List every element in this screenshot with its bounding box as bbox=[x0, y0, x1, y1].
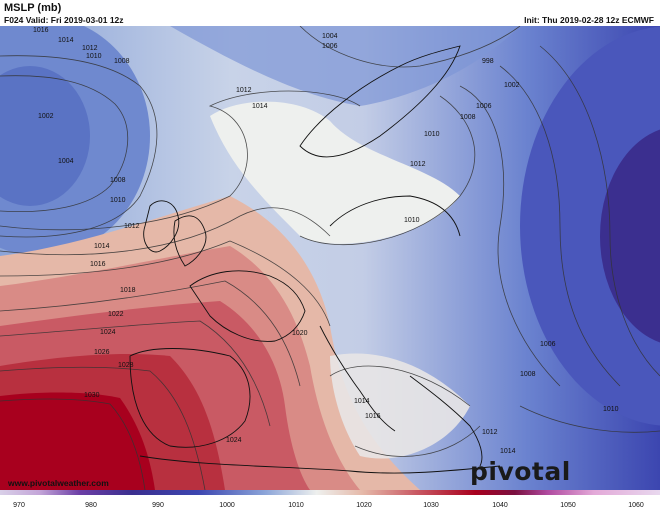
isobar-label: 1026 bbox=[94, 349, 110, 356]
isobar-label: 1008 bbox=[460, 114, 476, 121]
pressure-field: 1016 1014 1012 1010 1008 1002 1004 1008 … bbox=[0, 26, 660, 490]
colorbar-tick: 990 bbox=[152, 502, 164, 509]
map-header: MSLP (mb) F024 Valid: Fri 2019-03-01 12z… bbox=[0, 0, 660, 26]
isobar-label: 1010 bbox=[110, 197, 126, 204]
isobar-label: 1006 bbox=[540, 341, 556, 348]
isobar-label: 1008 bbox=[520, 371, 536, 378]
colorbar-tick: 1020 bbox=[356, 502, 372, 509]
isobar-label: 1006 bbox=[322, 43, 338, 50]
isobar-label: 1010 bbox=[404, 217, 420, 224]
isobar-label: 1012 bbox=[236, 87, 252, 94]
isobar-lines bbox=[0, 26, 660, 490]
colorbar-tick: 1010 bbox=[288, 502, 304, 509]
isobar-label: 1018 bbox=[120, 287, 136, 294]
isobar-label: 1014 bbox=[354, 398, 370, 405]
isobar-label: 1006 bbox=[476, 103, 492, 110]
isobar-label: 1012 bbox=[482, 429, 498, 436]
isobar-label: 1016 bbox=[90, 261, 106, 268]
isobar-label: 1010 bbox=[86, 53, 102, 60]
russian-low bbox=[520, 26, 660, 426]
colorbar-graphic: 970 980 990 1000 1010 1020 1030 1040 105… bbox=[0, 490, 660, 509]
isobar-label: 1028 bbox=[118, 362, 134, 369]
colorbar-tick: 980 bbox=[85, 502, 97, 509]
colorbar-tick: 1000 bbox=[219, 502, 235, 509]
isobar-labels: 1016 1014 1012 1010 1008 1002 1004 1008 … bbox=[33, 27, 619, 455]
site-credit: www.pivotalweather.com bbox=[8, 478, 109, 488]
init-time: Init: Thu 2019-02-28 12z ECMWF bbox=[524, 15, 654, 25]
isobar-label: 998 bbox=[482, 58, 494, 65]
pressure-map: 1016 1014 1012 1010 1008 1002 1004 1008 … bbox=[0, 26, 660, 490]
isobar-label: 1014 bbox=[500, 448, 516, 455]
map-title: MSLP (mb) bbox=[4, 2, 62, 14]
isobar-label: 1030 bbox=[84, 392, 100, 399]
isobar-label: 1008 bbox=[110, 177, 126, 184]
isobar-label: 1014 bbox=[58, 37, 74, 44]
isobar-label: 1024 bbox=[226, 437, 242, 444]
isobar-label: 1008 bbox=[114, 58, 130, 65]
isobar-label: 1012 bbox=[82, 45, 98, 52]
isobar-label: 1024 bbox=[100, 329, 116, 336]
isobar-label: 1016 bbox=[365, 413, 381, 420]
colorbar-tick: 1040 bbox=[492, 502, 508, 509]
isobar-label: 1012 bbox=[124, 223, 140, 230]
isobar-label: 1004 bbox=[58, 158, 74, 165]
colorbar: 970 980 990 1000 1010 1020 1030 1040 105… bbox=[0, 490, 660, 510]
isobar-label: 1010 bbox=[603, 406, 619, 413]
isobar-label: 1012 bbox=[410, 161, 426, 168]
coastlines bbox=[129, 45, 501, 474]
isobar-label: 1016 bbox=[33, 27, 49, 34]
isobar-label: 1014 bbox=[252, 103, 268, 110]
colorbar-tick: 1050 bbox=[560, 502, 576, 509]
isobar-label: 1002 bbox=[504, 82, 520, 89]
isobar-label: 1010 bbox=[424, 131, 440, 138]
colorbar-tick: 1060 bbox=[628, 502, 644, 509]
valid-time: F024 Valid: Fri 2019-03-01 12z bbox=[4, 15, 124, 25]
isobar-label: 1020 bbox=[292, 330, 308, 337]
isobar-label: 1002 bbox=[38, 113, 54, 120]
isobar-label: 1022 bbox=[108, 311, 124, 318]
colorbar-tick: 970 bbox=[13, 502, 25, 509]
isobar-label: 1014 bbox=[94, 243, 110, 250]
isobar-label: 1004 bbox=[322, 33, 338, 40]
colorbar-tick: 1030 bbox=[423, 502, 439, 509]
